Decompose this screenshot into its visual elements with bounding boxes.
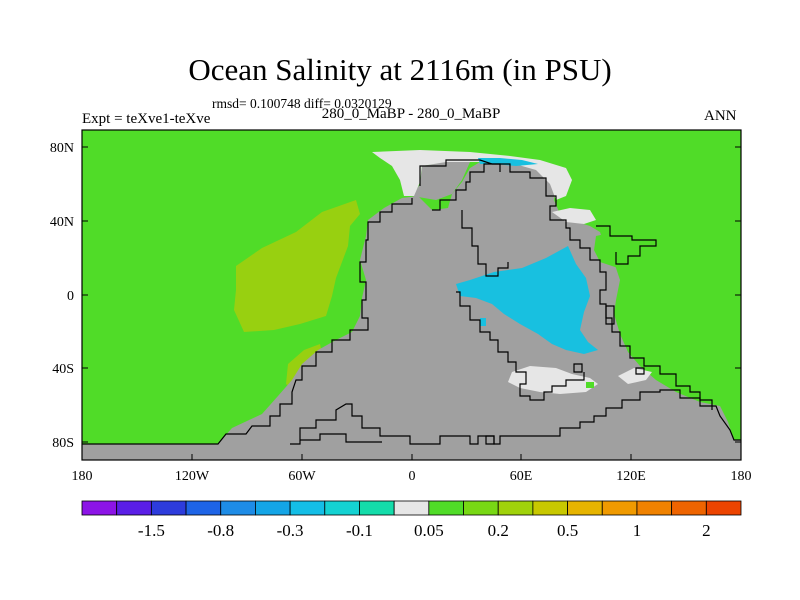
colorbar-swatch xyxy=(567,500,603,516)
ocean-cells-west-atlantic xyxy=(594,232,652,268)
coastline-island-4 xyxy=(485,435,495,445)
colorbar-label: -0.1 xyxy=(346,521,373,540)
coastline-antarctic xyxy=(290,389,741,445)
y-tick-label-0: 0 xyxy=(67,289,74,304)
coastline-southern-africa xyxy=(456,291,585,401)
colorbar-swatch xyxy=(116,500,152,516)
colorbar-swatch xyxy=(289,500,326,516)
colorbar-label: -0.8 xyxy=(207,521,234,540)
coastline-island-1 xyxy=(605,305,615,325)
positive-anomaly-spot-2 xyxy=(328,228,334,234)
coastline-island-2 xyxy=(573,363,583,373)
colorbar-label: 2 xyxy=(702,521,711,540)
colorbar-swatch xyxy=(393,500,430,516)
map-panel: 80N 40N 0 40S 80S 180 120W 60W 0 60E 120… xyxy=(50,129,752,484)
colorbar-swatch xyxy=(705,500,742,516)
negative-anomaly-indian xyxy=(456,246,598,354)
x-tick-label-180e: 180 xyxy=(731,469,752,484)
y-tick-label-80s: 80S xyxy=(52,436,74,451)
colorbar-swatch xyxy=(150,500,187,516)
y-tick-label-40s: 40S xyxy=(52,362,74,377)
case-label: 280_0_MaBP - 280_0_MaBP xyxy=(321,106,501,122)
coastline-west xyxy=(82,198,413,445)
colorbar-swatch xyxy=(255,500,291,516)
colorbar-label: 0.5 xyxy=(557,521,578,540)
colorbar-label: 0.05 xyxy=(414,521,444,540)
colorbar-swatch xyxy=(671,500,707,516)
x-tick-label-180w: 180 xyxy=(72,469,93,484)
coastline-north xyxy=(419,159,501,186)
colorbar-swatch xyxy=(463,500,499,516)
colorbar-swatch xyxy=(601,500,638,516)
colorbar-label: -1.5 xyxy=(138,521,165,540)
colorbar-swatch xyxy=(636,500,673,516)
colorbar-label: 1 xyxy=(633,521,642,540)
ocean-cell-south xyxy=(586,382,594,388)
colorbar: -1.5 -0.8 -0.3 -0.1 0.05 0.2 0.5 1 2 xyxy=(81,500,742,540)
coastlines xyxy=(82,159,741,445)
colorbar-swatch xyxy=(324,500,360,516)
colorbar-swatch xyxy=(497,500,534,516)
y-tick-label-40n: 40N xyxy=(50,215,74,230)
x-tick-label-120e: 120E xyxy=(616,469,646,484)
season-label: ANN xyxy=(704,108,737,124)
near-zero-southern-ocean xyxy=(508,366,598,394)
experiment-label: Expt = teXve1-teXve xyxy=(82,111,211,127)
x-tick-label-0: 0 xyxy=(409,469,416,484)
positive-anomaly-spot xyxy=(320,218,327,225)
x-tick-label-60e: 60E xyxy=(510,469,533,484)
colorbar-swatch xyxy=(81,500,118,516)
coastline-island-3 xyxy=(635,367,645,375)
y-axis-ticks xyxy=(82,146,741,443)
stats-line: rmsd= 0.100748 diff= 0.0320129 xyxy=(212,96,392,111)
plot-title: Ocean Salinity at 2116m (in PSU) xyxy=(188,52,612,87)
negative-anomaly-spot xyxy=(480,318,486,326)
coastline-antarctic-inner xyxy=(300,433,382,443)
x-axis-ticks xyxy=(81,454,742,460)
coastline-africa-eurasia xyxy=(432,163,713,410)
colorbar-swatch xyxy=(532,500,568,516)
colorbar-swatch xyxy=(185,500,222,516)
y-tick-label-80n: 80N xyxy=(50,141,74,156)
colorbar-label: 0.2 xyxy=(488,521,509,540)
land-mask-north xyxy=(412,162,470,200)
colorbar-swatch xyxy=(220,500,256,516)
x-tick-label-120w: 120W xyxy=(175,469,210,484)
near-zero-north-atlantic xyxy=(552,208,596,224)
coastline-mid-atlantic xyxy=(461,210,509,277)
colorbar-label: -0.3 xyxy=(277,521,304,540)
colorbar-swatch xyxy=(359,500,395,516)
colorbar-swatch xyxy=(428,500,464,516)
coastline-east-asia xyxy=(596,225,657,265)
x-tick-label-60w: 60W xyxy=(288,469,316,484)
